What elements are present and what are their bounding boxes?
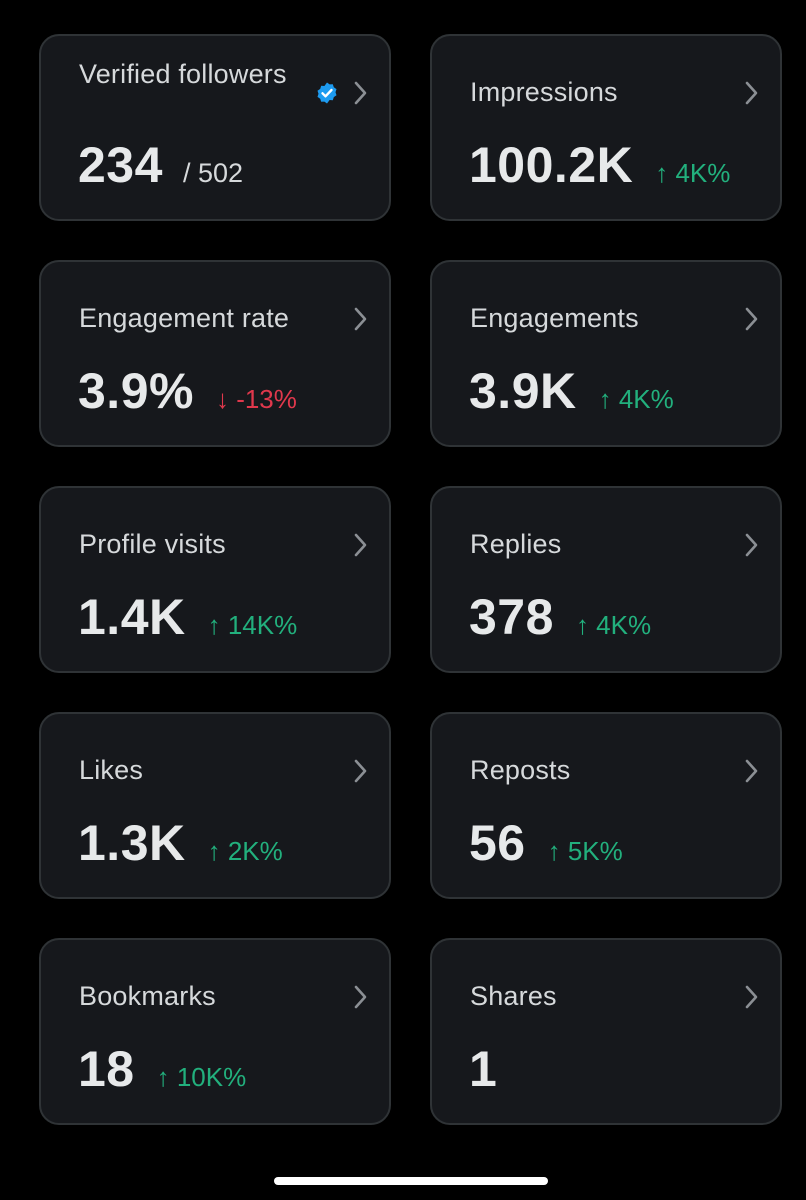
metric-value-row: 1.3K ↑ 2K% bbox=[78, 814, 283, 872]
chevron-right-icon bbox=[354, 985, 367, 1009]
metric-value: 3.9K bbox=[469, 363, 577, 419]
metric-label: Profile visits bbox=[79, 529, 226, 559]
metric-card-shares[interactable]: Shares 1 bbox=[430, 938, 782, 1125]
metric-card-engagement-rate[interactable]: Engagement rate 3.9% ↓ -13% bbox=[39, 260, 391, 447]
metric-value-row: 3.9K ↑ 4K% bbox=[469, 362, 674, 420]
metric-label: Reposts bbox=[470, 755, 571, 785]
metric-label: Replies bbox=[470, 529, 562, 559]
metric-value-row: 3.9% ↓ -13% bbox=[78, 362, 297, 420]
metric-value: 1.4K bbox=[78, 589, 186, 645]
chevron-right-icon bbox=[745, 533, 758, 557]
metric-value-row: 1 bbox=[469, 1040, 497, 1098]
metric-denominator: / 502 bbox=[182, 158, 243, 188]
metric-card-verified-followers[interactable]: Verified followers 234 / 502 bbox=[39, 34, 391, 221]
metric-change: ↑ 4K% bbox=[575, 610, 652, 640]
metric-value-row: 378 ↑ 4K% bbox=[469, 588, 651, 646]
metric-change: ↑ 5K% bbox=[547, 836, 623, 866]
metric-label: Engagements bbox=[470, 303, 639, 333]
metric-label: Shares bbox=[470, 981, 557, 1011]
metric-value: 3.9% bbox=[78, 363, 194, 419]
chevron-right-icon bbox=[745, 759, 758, 783]
metric-value-row: 56 ↑ 5K% bbox=[469, 814, 623, 872]
metric-change: ↑ 2K% bbox=[207, 836, 283, 866]
metric-card-bookmarks[interactable]: Bookmarks 18 ↑ 10K% bbox=[39, 938, 391, 1125]
home-indicator[interactable] bbox=[274, 1177, 548, 1185]
metric-label: Impressions bbox=[470, 77, 618, 107]
metric-card-likes[interactable]: Likes 1.3K ↑ 2K% bbox=[39, 712, 391, 899]
metric-label: Verified followers bbox=[79, 59, 287, 89]
chevron-right-icon bbox=[745, 985, 758, 1009]
metric-value: 100.2K bbox=[469, 137, 634, 193]
metric-value-row: 18 ↑ 10K% bbox=[78, 1040, 246, 1098]
metric-change: ↑ 4K% bbox=[655, 158, 731, 188]
metric-card-engagements[interactable]: Engagements 3.9K ↑ 4K% bbox=[430, 260, 782, 447]
metric-change: ↓ -13% bbox=[215, 384, 297, 414]
metric-card-profile-visits[interactable]: Profile visits 1.4K ↑ 14K% bbox=[39, 486, 391, 673]
chevron-right-icon bbox=[745, 307, 758, 331]
metric-card-impressions[interactable]: Impressions 100.2K ↑ 4K% bbox=[430, 34, 782, 221]
metric-value: 1 bbox=[469, 1041, 498, 1097]
chevron-right-icon bbox=[354, 759, 367, 783]
chevron-right-icon bbox=[354, 533, 367, 557]
metric-value-row: 234 / 502 bbox=[78, 136, 243, 194]
metric-value-row: 1.4K ↑ 14K% bbox=[78, 588, 297, 646]
metric-label: Bookmarks bbox=[79, 981, 216, 1011]
metrics-grid: Verified followers 234 / 502 Impressions… bbox=[39, 34, 782, 1125]
chevron-right-icon bbox=[745, 81, 758, 105]
verified-badge-icon bbox=[317, 82, 337, 104]
metric-value: 1.3K bbox=[78, 815, 186, 871]
metric-label: Engagement rate bbox=[79, 303, 290, 333]
metric-value: 378 bbox=[469, 589, 554, 645]
metric-value: 234 bbox=[78, 137, 163, 193]
chevron-right-icon bbox=[354, 81, 367, 105]
metric-change: ↑ 14K% bbox=[207, 610, 298, 640]
metric-card-reposts[interactable]: Reposts 56 ↑ 5K% bbox=[430, 712, 782, 899]
chevron-right-icon bbox=[354, 307, 367, 331]
metric-value: 18 bbox=[78, 1041, 135, 1097]
metric-card-replies[interactable]: Replies 378 ↑ 4K% bbox=[430, 486, 782, 673]
metric-value-row: 100.2K ↑ 4K% bbox=[469, 136, 730, 194]
metric-change: ↑ 4K% bbox=[598, 384, 674, 414]
metric-change: ↑ 10K% bbox=[156, 1062, 247, 1092]
metric-label: Likes bbox=[79, 755, 144, 785]
metric-value: 56 bbox=[469, 815, 526, 871]
